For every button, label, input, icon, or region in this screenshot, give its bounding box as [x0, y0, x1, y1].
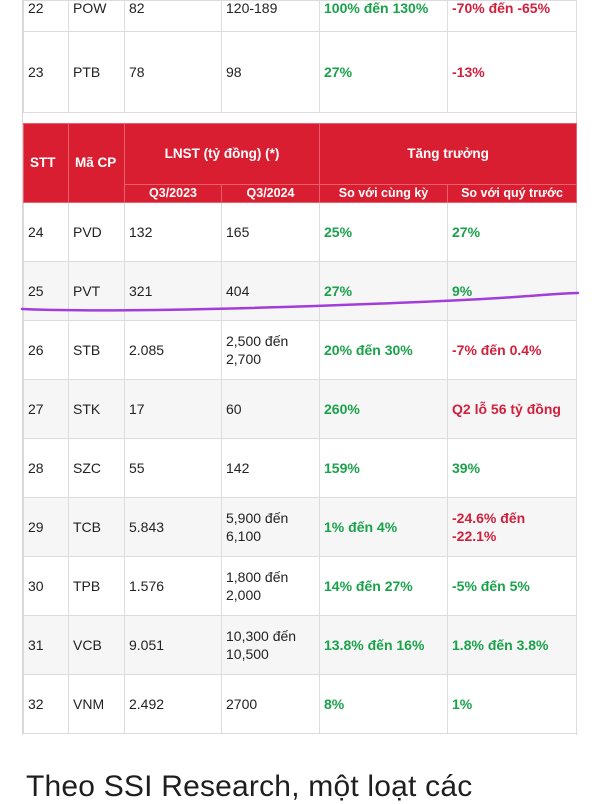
cell-stt: 29 [23, 497, 69, 557]
cell-stt: 26 [23, 320, 69, 380]
cell-q3-2023: 2.492 [124, 674, 222, 734]
cell-ma-cp: TPB [68, 556, 125, 616]
header-ma-cp: Mã CP [68, 123, 125, 203]
cell-q3-2023: 132 [124, 202, 222, 262]
cell-yoy: 159% [319, 438, 449, 498]
cell-yoy: 27% [319, 31, 448, 113]
cell-ma-cp: VCB [68, 615, 125, 675]
header-tang-truong: Tăng trưởng [319, 123, 578, 185]
cell-stt: 23 [23, 31, 69, 113]
header-q3-2023: Q3/2023 [124, 184, 222, 203]
cell-stt: 25 [23, 261, 69, 321]
cell-stt: 32 [23, 674, 69, 734]
cell-yoy: 1% đến 4% [319, 497, 449, 557]
header-q3-2024: Q3/2024 [220, 184, 321, 203]
cell-yoy: 260% [319, 379, 449, 439]
cell-q3-2024: 165 [220, 202, 321, 262]
cell-q3-2024: 120-189 [221, 0, 320, 32]
cell-qoq: 27% [447, 202, 578, 262]
table-frame: 22 POW 82 120-189 100% đến 130% -70% đến… [22, 0, 578, 735]
table-row: 28 SZC 55 142 159% 39% [23, 438, 578, 498]
cell-stt: 27 [23, 379, 69, 439]
previous-table-fragment: 22 POW 82 120-189 100% đến 130% -70% đến… [23, 0, 577, 113]
table-row: 25 PVT 321 404 27% 9% [23, 261, 578, 321]
cell-q3-2024: 2,500 đến 2,700 [220, 320, 321, 380]
cell-qoq: -13% [447, 31, 577, 113]
header-so-voi-cung-ky: So với cùng kỳ [319, 184, 449, 203]
cell-qoq: -70% đến -65% [447, 0, 577, 32]
table-row: 22 POW 82 120-189 100% đến 130% -70% đến… [23, 0, 577, 32]
cell-q3-2023: 17 [124, 379, 222, 439]
cell-q3-2024: 10,300 đến 10,500 [220, 615, 321, 675]
cell-qoq: Q2 lỗ 56 tỷ đồng [447, 379, 578, 439]
cell-stt: 28 [23, 438, 69, 498]
cell-q3-2023: 5.843 [124, 497, 222, 557]
cell-q3-2023: 82 [124, 0, 222, 32]
cell-qoq: -7% đến 0.4% [447, 320, 578, 380]
cell-q3-2024: 1,800 đến 2,000 [220, 556, 321, 616]
cell-qoq: 9% [447, 261, 578, 321]
cell-qoq: -24.6% đến -22.1% [447, 497, 578, 557]
profit-forecast-table: STT Mã CP LNST (tỷ đồng) (*) Tăng trưởng… [23, 123, 578, 734]
cell-q3-2023: 78 [124, 31, 222, 113]
cell-yoy: 25% [319, 202, 449, 262]
cell-q3-2024: 5,900 đến 6,100 [220, 497, 321, 557]
cell-yoy: 14% đến 27% [319, 556, 449, 616]
cell-yoy: 13.8% đến 16% [319, 615, 449, 675]
table-row: 30 TPB 1.576 1,800 đến 2,000 14% đến 27% -5% … [23, 556, 578, 616]
table-body: 24 PVD 132 165 25% 27% 25 PVT 321 404 27% 9% 26 STB 2.… [23, 202, 578, 734]
cell-stt: 30 [23, 556, 69, 616]
cell-qoq: 39% [447, 438, 578, 498]
cell-qoq: 1% [447, 674, 578, 734]
article-caption-text: Theo SSI Research, một loạt các [26, 770, 473, 803]
cell-ma-cp: PVD [68, 202, 125, 262]
cell-q3-2023: 9.051 [124, 615, 222, 675]
cell-yoy: 8% [319, 674, 449, 734]
cell-q3-2023: 1.576 [124, 556, 222, 616]
table-row: 31 VCB 9.051 10,300 đến 10,500 13.8% đến 16%… [23, 615, 578, 675]
header-so-voi-quy-truoc: So với quý trước [447, 184, 578, 203]
table-row: 24 PVD 132 165 25% 27% [23, 202, 578, 262]
cell-ma-cp: SZC [68, 438, 125, 498]
cell-stt: 24 [23, 202, 69, 262]
table-row: 32 VNM 2.492 2700 8% 1% [23, 674, 578, 734]
cell-ma-cp: PVT [68, 261, 125, 321]
cell-q3-2024: 404 [220, 261, 321, 321]
cell-qoq: -5% đến 5% [447, 556, 578, 616]
table-row: 27 STK 17 60 260% Q2 lỗ 56 tỷ đồng [23, 379, 578, 439]
table-row: 29 TCB 5.843 5,900 đến 6,100 1% đến 4% -24.6%… [23, 497, 578, 557]
cell-qoq: 1.8% đến 3.8% [447, 615, 578, 675]
header-stt: STT [23, 123, 69, 203]
cell-yoy: 27% [319, 261, 449, 321]
cell-q3-2023: 2.085 [124, 320, 222, 380]
cell-yoy: 20% đến 30% [319, 320, 449, 380]
cell-ma-cp: POW [68, 0, 125, 32]
cell-ma-cp: PTB [68, 31, 125, 113]
cell-q3-2024: 98 [221, 31, 320, 113]
table-row: 23 PTB 78 98 27% -13% [23, 31, 577, 113]
cell-q3-2023: 55 [124, 438, 222, 498]
cell-ma-cp: VNM [68, 674, 125, 734]
table-row: 26 STB 2.085 2,500 đến 2,700 20% đến 30% -7% … [23, 320, 578, 380]
cell-q3-2023: 321 [124, 261, 222, 321]
cell-stt: 31 [23, 615, 69, 675]
cell-ma-cp: STK [68, 379, 125, 439]
cell-ma-cp: TCB [68, 497, 125, 557]
cell-q3-2024: 2700 [220, 674, 321, 734]
cell-stt: 22 [23, 0, 69, 32]
cell-yoy: 100% đến 130% [319, 0, 448, 32]
header-lnst: LNST (tỷ đồng) (*) [123, 123, 321, 185]
cell-q3-2024: 142 [220, 438, 321, 498]
cell-q3-2024: 60 [220, 379, 321, 439]
cell-ma-cp: STB [68, 320, 125, 380]
